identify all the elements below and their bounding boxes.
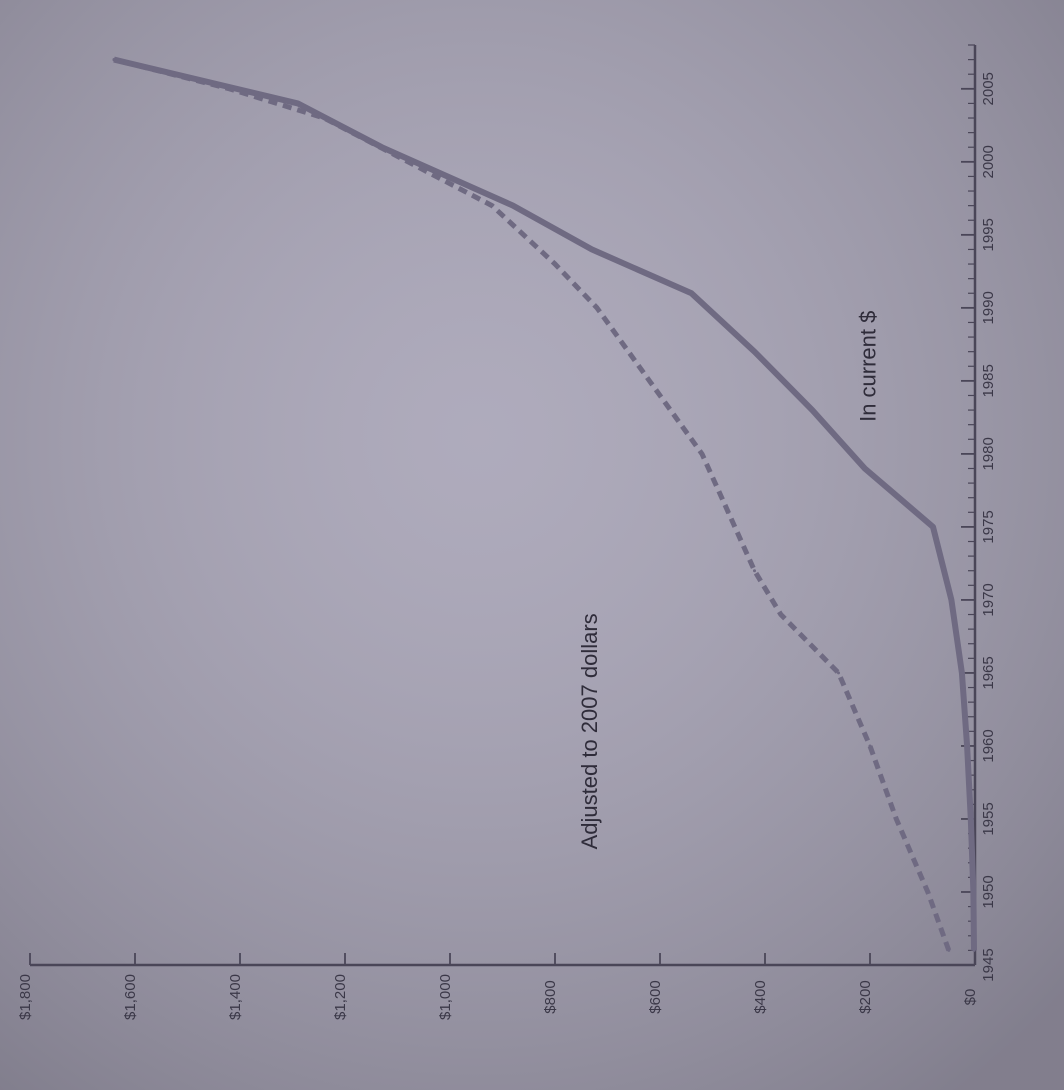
adjusted-data-point <box>837 671 840 675</box>
current-data-point <box>965 744 969 748</box>
current-dollars-label: In current $ <box>855 311 880 422</box>
value-tick-label: $1,600 <box>122 974 139 1020</box>
adjusted-data-point <box>322 116 326 120</box>
year-tick-label: 1995 <box>980 218 997 251</box>
value-tick-label: $1,000 <box>437 974 454 1020</box>
value-tick-label: $800 <box>542 980 559 1013</box>
current-data-point <box>590 247 594 251</box>
current-data-point <box>296 101 300 105</box>
value-tick-label: $1,200 <box>332 974 349 1020</box>
year-tick-label: 1980 <box>980 437 997 470</box>
axes <box>30 45 977 967</box>
year-tick-label: 1950 <box>980 875 997 908</box>
adjusted-data-point <box>648 379 651 383</box>
year-tick-label: 1945 <box>980 948 997 981</box>
adjusted-data-point <box>868 744 872 748</box>
value-tick-label: $200 <box>857 980 874 1013</box>
year-tick-label: 1955 <box>980 802 997 835</box>
value-tick-label: $400 <box>752 980 769 1013</box>
adjusted-data-point <box>595 306 599 310</box>
adjusted-data-point <box>926 890 930 894</box>
annotations: Adjusted to 2007 dollars In current $ <box>577 311 880 850</box>
current-data-point <box>949 598 953 602</box>
current-data-point <box>960 671 964 675</box>
current-data-point <box>810 408 814 412</box>
year-tick-label: 1975 <box>980 510 997 543</box>
adjusted-data-point <box>228 87 231 91</box>
adjusted-data-point <box>726 510 730 514</box>
adjusted-data-point <box>779 613 783 616</box>
current-data-point <box>753 350 756 354</box>
adjusted-data-point <box>112 58 116 62</box>
adjusted-data-point <box>406 160 410 164</box>
value-tick-label: $1,800 <box>17 974 34 1020</box>
current-data-point <box>969 817 973 821</box>
current-data-point <box>971 890 975 894</box>
value-tick-label: $0 <box>962 989 979 1006</box>
current-dollars-line <box>113 56 977 951</box>
value-tick-label: $600 <box>647 980 664 1013</box>
year-tick-label: 1985 <box>980 364 997 397</box>
series-lines <box>112 56 977 952</box>
year-tick-label: 1960 <box>980 729 997 762</box>
value-tick-label: $1,400 <box>227 974 244 1020</box>
adjusted-data-point <box>553 262 557 266</box>
current-data-point <box>511 204 515 208</box>
current-data-point <box>863 467 867 470</box>
adjusted-data-point <box>753 569 756 573</box>
year-tick-label: 2005 <box>980 72 997 105</box>
year-tick-label: 2000 <box>980 145 997 178</box>
current-data-point <box>690 291 693 295</box>
adjusted-data-point <box>894 817 898 821</box>
year-tick-label: 1990 <box>980 291 997 324</box>
adjusted-dollars-label: Adjusted to 2007 dollars <box>577 613 602 849</box>
tick-labels: 1945 1950 1955 1960 1965 1970 1975 1980 1985 1990… <box>17 72 997 1020</box>
adjusted-data-point <box>490 204 494 208</box>
current-data-point <box>972 948 976 952</box>
year-tick-label: 1965 <box>980 656 997 689</box>
adjusted-data-point <box>700 452 704 456</box>
adjusted-data-point <box>947 948 951 952</box>
current-data-point <box>931 525 935 529</box>
year-tick-label: 1970 <box>980 583 997 616</box>
